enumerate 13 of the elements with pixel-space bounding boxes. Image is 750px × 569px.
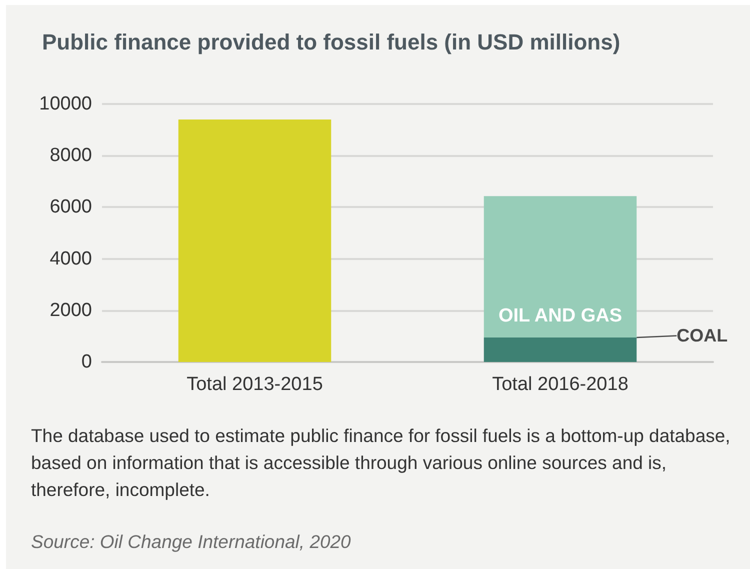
y-tick-label: 6000 <box>50 196 92 218</box>
y-tick-label: 4000 <box>50 248 92 270</box>
chart-title: Public finance provided to fossil fuels (in USD millions) <box>42 30 620 54</box>
x-tick-label: Total 2016-2018 <box>492 374 628 395</box>
y-tick-label: 10000 <box>39 94 92 114</box>
y-tick-label: 0 <box>81 352 92 372</box>
y-tick-label: 8000 <box>50 145 92 166</box>
x-tick-label: Total 2013-2015 <box>186 374 323 395</box>
y-tick-label: 2000 <box>50 300 92 321</box>
text: The database used to estimate public finance for fossil fuels is a bottom-up database, based on information that is accessible through various online sources and is, therefore, incomplete. <box>31 424 732 502</box>
series-label: OIL AND GAS <box>498 305 622 326</box>
source-note: Source: Oil Change International, 2020 <box>31 530 352 554</box>
text: COAL <box>676 326 728 346</box>
